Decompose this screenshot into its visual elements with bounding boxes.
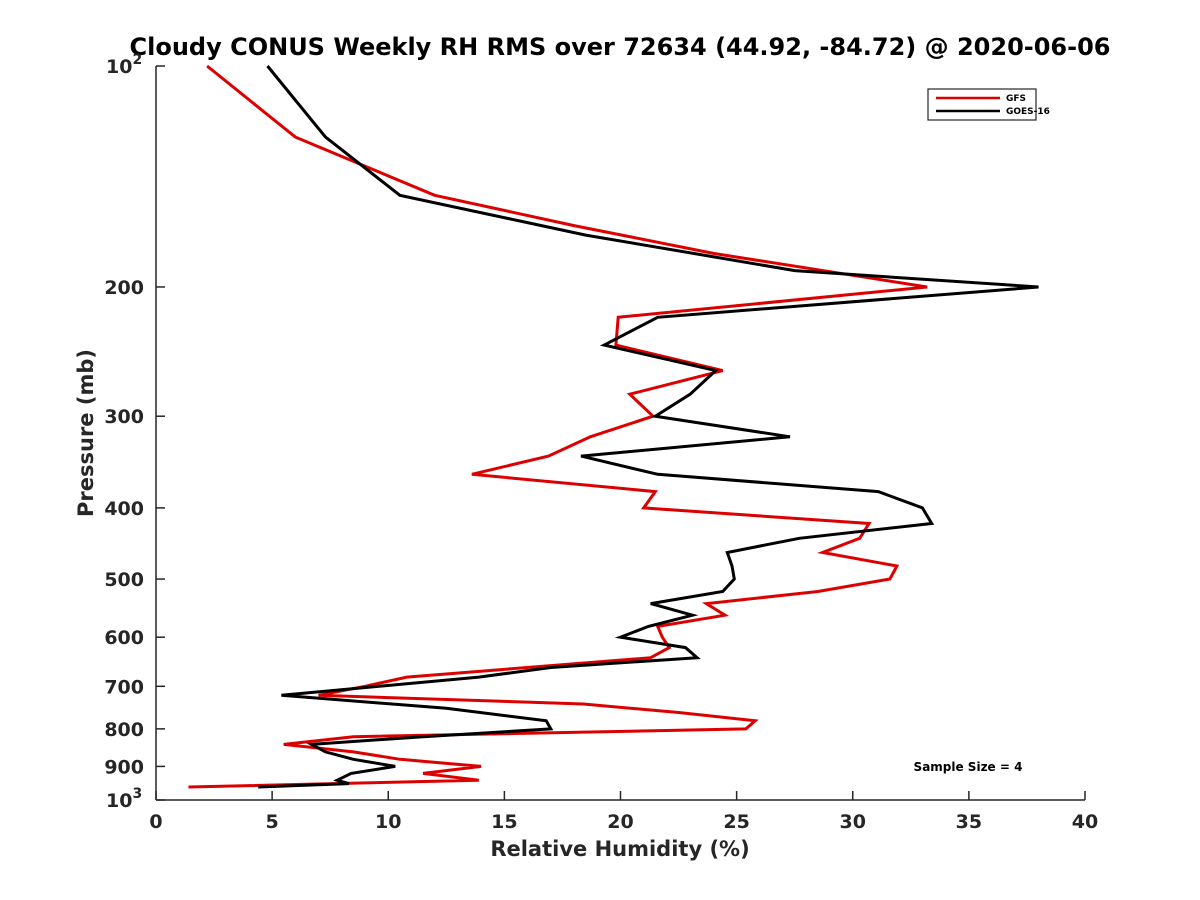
x-tick-label: 15 <box>491 811 517 833</box>
x-tick-label: 0 <box>149 811 162 833</box>
y-tick-label: 103 <box>106 786 142 812</box>
series-line-goes-16 <box>258 65 1039 789</box>
y-axis-label: Pressure (mb) <box>74 349 98 517</box>
legend-label-gfs: GFS <box>1006 94 1026 104</box>
x-tick-label: 5 <box>266 811 279 833</box>
x-tick-label: 10 <box>375 811 401 833</box>
x-tick-label: 35 <box>956 811 982 833</box>
ticks: 0 5 10 15 20 25 30 35 40 102 200 300 400 500 600 700 800… <box>104 52 1098 833</box>
x-tick-label: 40 <box>1072 811 1098 833</box>
legend-box <box>927 88 1037 121</box>
series-line-gfs <box>188 64 928 789</box>
plot-lines <box>188 64 1039 789</box>
sample-size-annotation: Sample Size = 4 <box>914 760 1023 774</box>
y-tick-label: 500 <box>104 569 144 591</box>
y-tick-label: 700 <box>104 676 144 698</box>
legend-label-goes-16: GOES-16 <box>1006 107 1050 117</box>
legend: GFS GOES-16 <box>927 88 1050 121</box>
y-tick-label: 600 <box>104 627 144 649</box>
x-tick-label: 20 <box>607 811 633 833</box>
y-tick-label: 900 <box>104 756 144 778</box>
y-tick-label: 400 <box>104 498 144 520</box>
y-tick-label: 300 <box>104 406 144 428</box>
y-tick-label: 102 <box>106 52 142 78</box>
x-axis-label: Relative Humidity (%) <box>490 837 749 861</box>
x-tick-label: 30 <box>840 811 866 833</box>
y-tick-label: 200 <box>104 277 144 299</box>
x-tick-label: 25 <box>723 811 749 833</box>
y-tick-label: 800 <box>104 719 144 741</box>
chart-title: Cloudy CONUS Weekly RH RMS over 72634 (4… <box>130 33 1111 61</box>
